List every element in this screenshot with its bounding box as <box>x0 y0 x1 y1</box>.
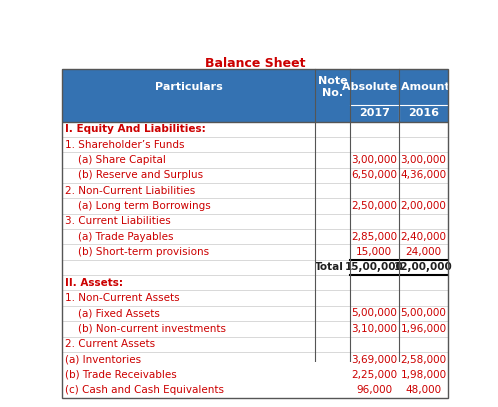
Text: 3,00,000: 3,00,000 <box>400 155 446 165</box>
Text: 15,00,000: 15,00,000 <box>345 263 404 272</box>
Text: (b) Non-current investments: (b) Non-current investments <box>65 324 226 334</box>
Text: 2,85,000: 2,85,000 <box>351 232 397 242</box>
Bar <box>62 168 448 183</box>
Text: 1,96,000: 1,96,000 <box>400 324 447 334</box>
Text: Total: Total <box>315 263 344 272</box>
Text: I. Equity And Liabilities:: I. Equity And Liabilities: <box>65 124 206 134</box>
Text: 6,50,000: 6,50,000 <box>351 170 397 180</box>
Text: 15,000: 15,000 <box>356 247 392 257</box>
Text: 3,69,000: 3,69,000 <box>351 354 397 365</box>
Text: 5,00,000: 5,00,000 <box>400 309 446 319</box>
Text: 2016: 2016 <box>408 108 439 118</box>
Text: 1,98,000: 1,98,000 <box>400 370 447 380</box>
Bar <box>62 183 448 198</box>
Bar <box>350 69 448 105</box>
Text: (a) Inventories: (a) Inventories <box>65 354 141 365</box>
Text: 3,10,000: 3,10,000 <box>351 324 397 334</box>
Text: Absolute Amounts: Absolute Amounts <box>342 82 456 92</box>
Bar <box>62 306 448 321</box>
Text: 1. Shareholder’s Funds: 1. Shareholder’s Funds <box>65 140 185 150</box>
Text: Particulars: Particulars <box>155 82 223 92</box>
Text: 2017: 2017 <box>359 108 390 118</box>
Text: (a) Trade Payables: (a) Trade Payables <box>65 232 174 242</box>
Bar <box>62 321 448 337</box>
Bar <box>62 122 448 137</box>
Text: (a) Long term Borrowings: (a) Long term Borrowings <box>65 201 211 211</box>
Text: (a) Share Capital: (a) Share Capital <box>65 155 166 165</box>
Text: (a) Fixed Assets: (a) Fixed Assets <box>65 309 160 319</box>
Bar <box>62 337 448 352</box>
Text: 5,00,000: 5,00,000 <box>352 309 397 319</box>
Bar <box>62 152 448 168</box>
Bar <box>62 137 448 152</box>
Bar <box>315 105 350 122</box>
Bar <box>62 69 315 105</box>
Text: 3,00,000: 3,00,000 <box>352 155 397 165</box>
Text: (b) Short-term provisions: (b) Short-term provisions <box>65 247 210 257</box>
Bar <box>62 229 448 244</box>
Text: 1. Non-Current Assets: 1. Non-Current Assets <box>65 293 180 303</box>
Text: 48,000: 48,000 <box>405 385 442 395</box>
Bar <box>315 69 350 105</box>
Text: 2. Non-Current Liabilities: 2. Non-Current Liabilities <box>65 186 196 196</box>
Bar <box>62 352 448 367</box>
Bar <box>62 275 448 291</box>
Bar <box>399 105 448 122</box>
Text: 2,40,000: 2,40,000 <box>400 232 447 242</box>
Text: 24,000: 24,000 <box>405 247 442 257</box>
Text: 3. Current Liabilities: 3. Current Liabilities <box>65 217 171 226</box>
Text: 2,58,000: 2,58,000 <box>400 354 447 365</box>
Text: 4,36,000: 4,36,000 <box>400 170 447 180</box>
Text: II. Assets:: II. Assets: <box>65 278 124 288</box>
Text: 2,00,000: 2,00,000 <box>400 201 446 211</box>
Bar <box>62 214 448 229</box>
Bar <box>350 105 399 122</box>
Bar <box>62 105 315 122</box>
Text: (b) Reserve and Surplus: (b) Reserve and Surplus <box>65 170 204 180</box>
Bar <box>62 367 448 383</box>
Text: (c) Cash and Cash Equivalents: (c) Cash and Cash Equivalents <box>65 385 224 395</box>
Text: (b) Trade Receivables: (b) Trade Receivables <box>65 370 177 380</box>
Text: 12,00,000: 12,00,000 <box>394 263 453 272</box>
Text: 2. Current Assets: 2. Current Assets <box>65 339 155 349</box>
Text: Balance Sheet: Balance Sheet <box>205 57 305 70</box>
Text: 2,50,000: 2,50,000 <box>351 201 397 211</box>
Text: Note
No.: Note No. <box>318 77 347 98</box>
Bar <box>62 244 448 260</box>
Bar <box>62 291 448 306</box>
Text: 96,000: 96,000 <box>356 385 392 395</box>
Text: 2,25,000: 2,25,000 <box>351 370 397 380</box>
Bar <box>62 198 448 214</box>
Bar <box>62 260 448 275</box>
Bar <box>62 383 448 398</box>
